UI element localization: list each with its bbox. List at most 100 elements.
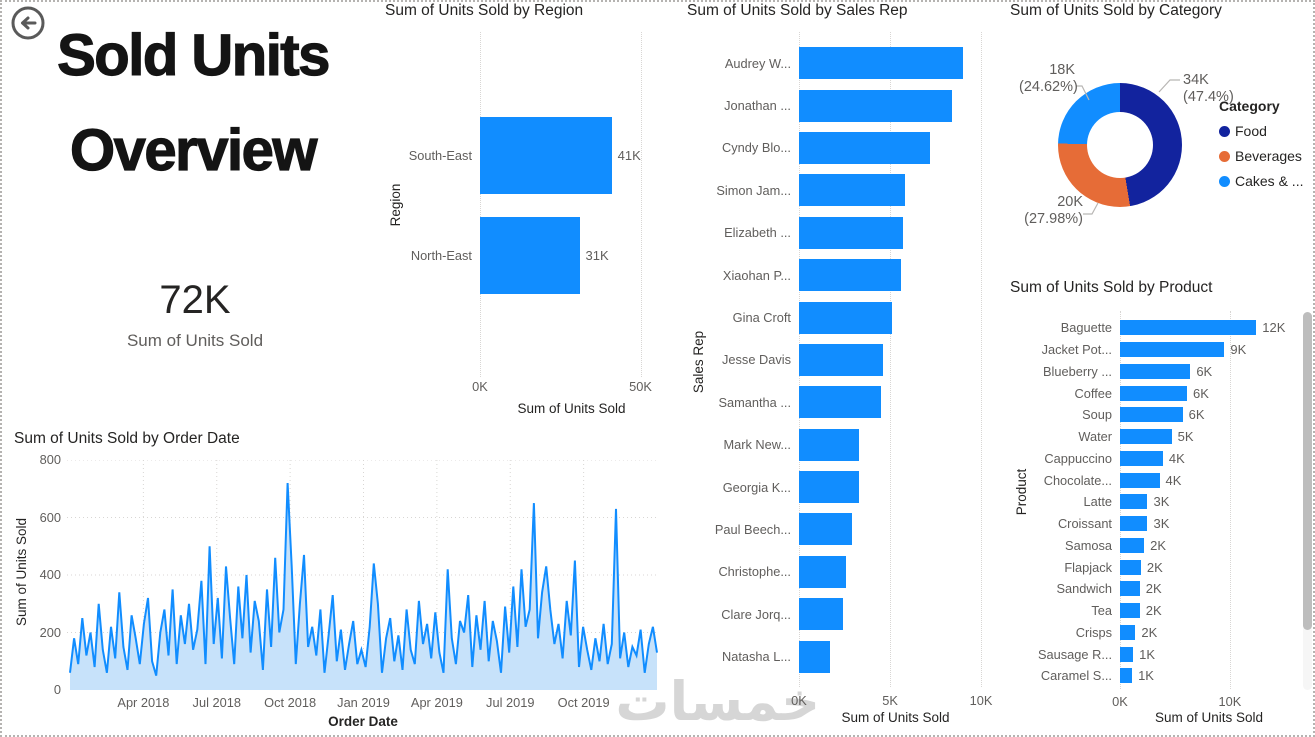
bar-row: Samosa 2K — [1007, 535, 1298, 557]
donut-label-cakes: 18K (24.62%) — [1019, 62, 1078, 96]
bar-row: Tea 2K — [1007, 600, 1298, 622]
bar-track: 3K — [1120, 513, 1298, 535]
donut-label-beverages-pct: (27.98%) — [1024, 211, 1083, 227]
product-bar-chart: Sum of Units Sold by Product Baguette 12K… — [1007, 279, 1313, 735]
x-axis-title: Sum of Units Sold — [841, 710, 950, 725]
chart-title: Sum of Units Sold by Region — [385, 2, 584, 19]
gridline — [640, 32, 642, 377]
bar-track: 2K — [1120, 556, 1298, 578]
bar[interactable] — [799, 386, 881, 419]
bar[interactable] — [1120, 516, 1148, 532]
axis-tick-label: 50K — [629, 379, 652, 394]
bar[interactable] — [1120, 559, 1141, 575]
bar-value-label: 1K — [1138, 668, 1154, 684]
axis-tick-label: Jul 2018 — [192, 695, 241, 710]
bar-value-label: 12K — [1262, 320, 1286, 336]
legend-swatch-icon — [1219, 150, 1230, 162]
area-plot[interactable] — [67, 459, 659, 690]
bar-row: Chocolate... 4K — [1007, 469, 1298, 491]
bar[interactable] — [1120, 385, 1188, 401]
bar[interactable] — [1120, 603, 1140, 619]
bar[interactable] — [799, 343, 883, 376]
bar-track — [799, 635, 992, 677]
x-axis-title: Sum of Units Sold — [1154, 710, 1264, 725]
donut-label-beverages-value: 20K — [1057, 194, 1083, 210]
bar[interactable] — [1120, 450, 1163, 466]
bar[interactable] — [1120, 624, 1136, 640]
bar[interactable] — [799, 259, 901, 292]
legend-item[interactable]: Cakes & ... — [1219, 173, 1303, 189]
bar[interactable] — [480, 216, 580, 294]
bar-track — [799, 169, 992, 211]
bar-track — [799, 424, 992, 466]
bar[interactable] — [1120, 320, 1257, 336]
category-label: Georgia K... — [722, 479, 791, 495]
bar[interactable] — [1120, 494, 1148, 510]
bar[interactable] — [480, 116, 612, 194]
category-label: Xiaohan P... — [722, 267, 791, 283]
category-label: Soup — [1082, 407, 1112, 423]
y-axis-title: Sales Rep — [691, 330, 706, 394]
back-button[interactable] — [10, 5, 46, 41]
bar-row: Cappuccino 4K — [1007, 448, 1298, 470]
bar[interactable] — [1120, 472, 1160, 488]
axis-tick-label: Jan 2019 — [337, 695, 390, 710]
bar-row: Water 5K — [1007, 426, 1298, 448]
bar[interactable] — [1120, 363, 1191, 379]
legend-item[interactable]: Beverages — [1219, 148, 1303, 164]
bar[interactable] — [799, 598, 843, 631]
bar[interactable] — [1120, 537, 1145, 553]
bar-rows: South-East 41K North-East 31K — [382, 105, 663, 305]
bar[interactable] — [1120, 581, 1140, 597]
bar[interactable] — [799, 301, 892, 334]
category-label: Croissant — [1057, 516, 1112, 532]
bar-row: Soup 6K — [1007, 404, 1298, 426]
bar[interactable] — [799, 640, 830, 673]
bar[interactable] — [1120, 342, 1225, 358]
sales-rep-bar-chart: Sum of Units Sold by Sales Rep Audrey W.… — [684, 2, 1006, 735]
axis-tick-label: 10K — [1218, 694, 1242, 709]
bar-track: 3K — [1120, 491, 1298, 513]
donut-label-cakes-value: 18K — [1049, 62, 1075, 78]
axis-tick-label: 600 — [39, 509, 61, 525]
bar-row: Baguette 12K — [1007, 317, 1298, 339]
bar[interactable] — [799, 428, 860, 461]
bar[interactable] — [799, 513, 852, 546]
donut-label-beverages: 20K (27.98%) — [1023, 194, 1083, 228]
bar[interactable] — [1120, 407, 1183, 423]
area-series-line[interactable] — [69, 482, 658, 676]
bar-track — [799, 381, 992, 423]
gridline — [1229, 311, 1231, 689]
legend-item[interactable]: Food — [1219, 123, 1303, 139]
kpi-value: 72K — [159, 278, 231, 322]
bar[interactable] — [799, 471, 860, 504]
bar-row: Coffee 6K — [1007, 382, 1298, 404]
bar[interactable] — [1120, 646, 1134, 662]
bar-value-label: 4K — [1165, 472, 1182, 488]
category-label: Chocolate... — [1043, 472, 1112, 488]
bar[interactable] — [1120, 668, 1133, 684]
axis-tick-label: 0K — [791, 693, 807, 708]
bar[interactable] — [799, 47, 963, 80]
axis-tick-label: 400 — [39, 567, 61, 582]
bar-row: Sandwich 2K — [1007, 578, 1298, 600]
bar[interactable] — [799, 131, 931, 164]
bar[interactable] — [799, 89, 952, 122]
bar-row: Gina Croft — [684, 296, 992, 338]
y-axis-title: Region — [388, 183, 403, 227]
bar[interactable] — [799, 216, 903, 249]
category-label: Gina Croft — [732, 310, 791, 326]
x-axis-ticks: 0K 5K 10K — [791, 693, 992, 709]
category-label: Simon Jam... — [716, 182, 791, 198]
bar-value-label: 2K — [1150, 537, 1167, 553]
scrollbar-track[interactable] — [1303, 312, 1312, 690]
bar[interactable] — [1120, 429, 1172, 445]
axis-tick-label: Apr 2018 — [117, 695, 170, 710]
bar-track — [799, 593, 992, 635]
bar-track: 2K — [1120, 622, 1298, 644]
scrollbar-thumb[interactable] — [1303, 312, 1312, 630]
bar[interactable] — [799, 174, 905, 207]
donut-ring[interactable] — [1058, 83, 1182, 207]
bar[interactable] — [799, 555, 847, 588]
bar-row: Croissant 3K — [1007, 513, 1298, 535]
